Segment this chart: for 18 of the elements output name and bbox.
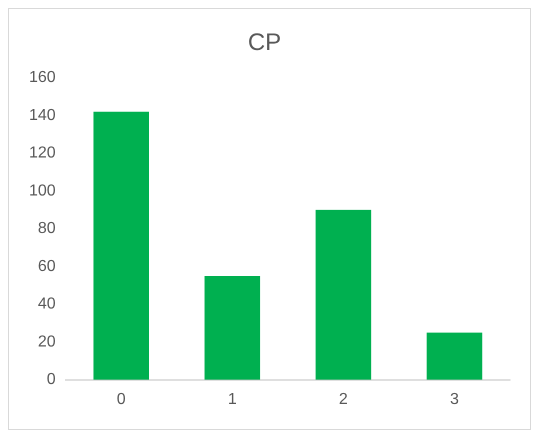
y-tick-label: 140	[28, 106, 56, 124]
y-tick-label: 160	[28, 69, 56, 86]
x-tick-label: 0	[116, 390, 126, 408]
chart-title: CP	[248, 29, 282, 56]
y-tick-label: 80	[38, 220, 56, 238]
y-tick-label: 20	[38, 333, 56, 350]
x-tick-label: 2	[338, 390, 348, 408]
y-tick-label: 60	[38, 258, 56, 275]
bar	[426, 332, 482, 380]
y-tick-label: 40	[38, 296, 56, 313]
y-tick-label: 0	[46, 371, 56, 388]
y-tick-label: 100	[28, 182, 56, 200]
bar	[204, 276, 260, 380]
y-tick-label: 120	[28, 144, 56, 162]
x-tick-label: 3	[450, 390, 460, 408]
bar	[316, 210, 372, 380]
bar	[93, 112, 150, 380]
x-tick-label: 1	[228, 390, 237, 408]
